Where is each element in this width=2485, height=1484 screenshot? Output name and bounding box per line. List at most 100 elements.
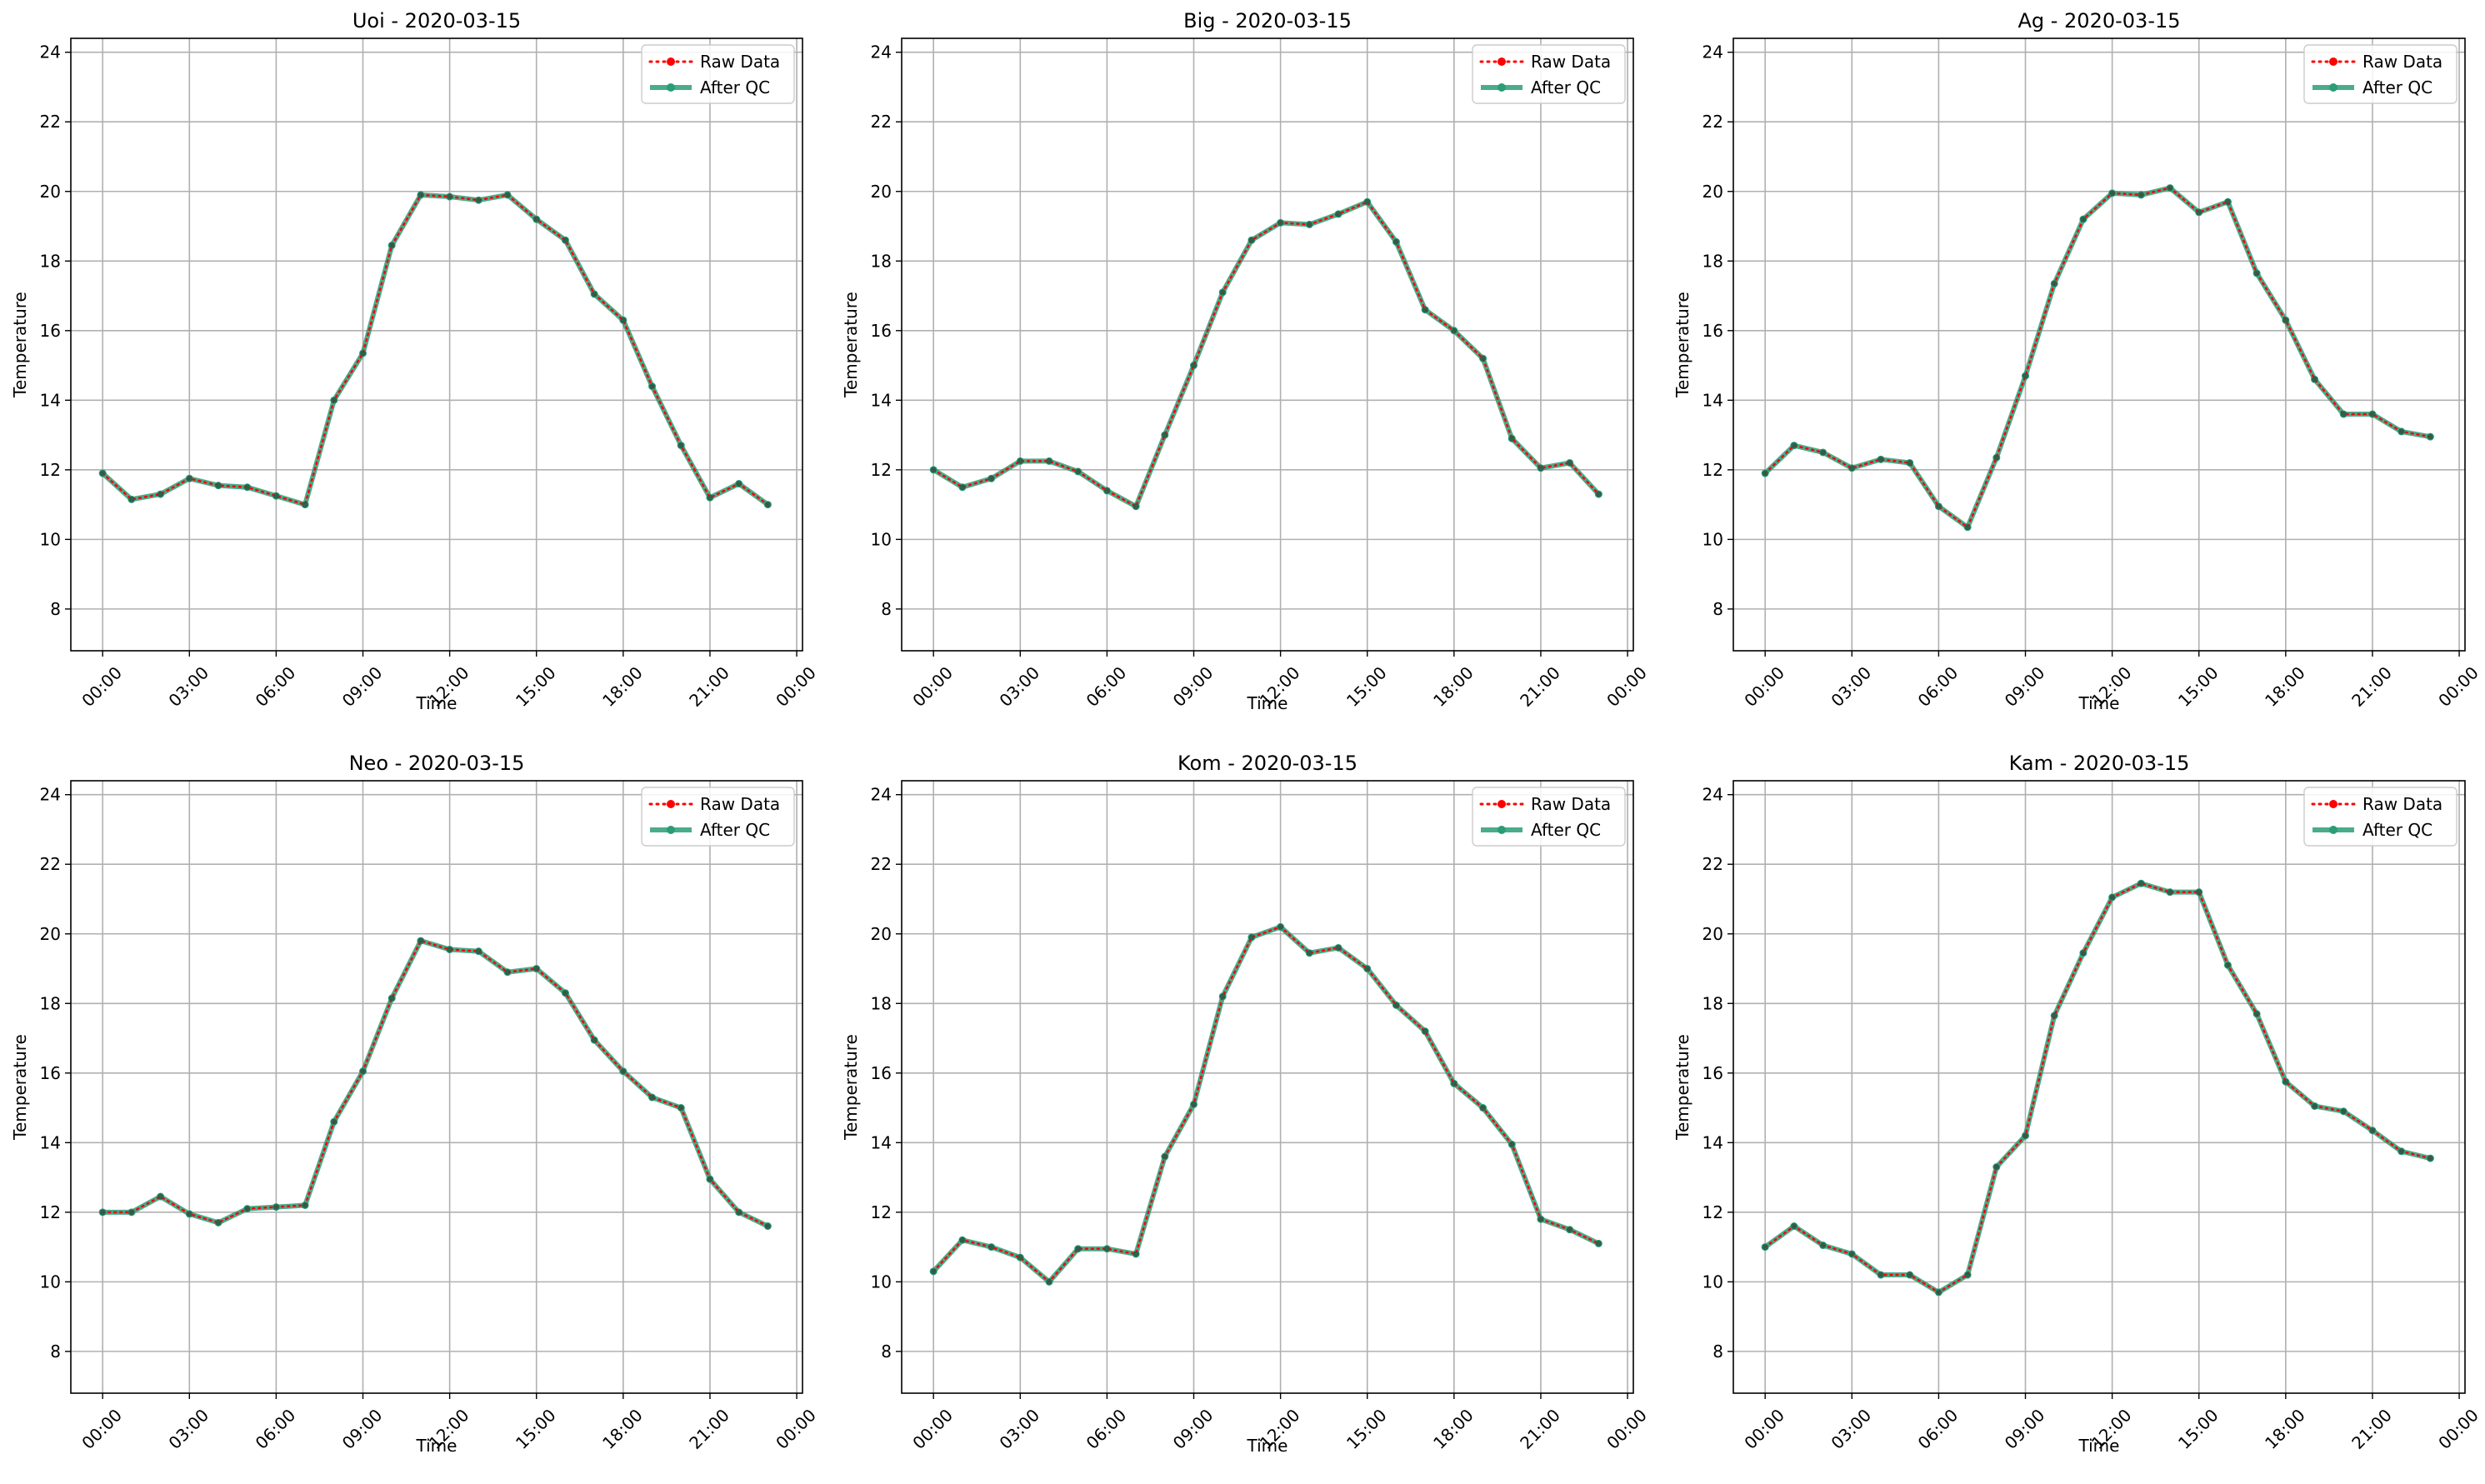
- x-axis-label: Time: [2078, 1436, 2120, 1456]
- raw-data-point: [2196, 889, 2202, 896]
- y-axis-label: Temperature: [1672, 1034, 1692, 1141]
- raw-data-point: [418, 937, 424, 944]
- raw-data-point: [959, 484, 966, 491]
- raw-data-point: [1508, 1141, 1515, 1147]
- raw-data-point: [2051, 280, 2058, 287]
- raw-data-point: [186, 1211, 192, 1217]
- legend-raw-marker: [1498, 57, 1506, 66]
- y-tick-label: 8: [1712, 1342, 1723, 1362]
- raw-data-point: [2109, 894, 2116, 901]
- raw-data-point: [649, 383, 656, 390]
- x-tick-label: 00:00: [1740, 1405, 1788, 1453]
- raw-data-point: [533, 966, 540, 972]
- raw-data-point: [244, 1206, 251, 1212]
- raw-data-point: [475, 197, 482, 203]
- x-tick-label: 00:00: [1602, 1405, 1651, 1453]
- raw-data-point: [736, 1209, 742, 1216]
- legend: Raw Data After QC: [2303, 787, 2458, 847]
- raw-data-point: [2253, 270, 2260, 277]
- raw-data-point: [1595, 1240, 1602, 1247]
- raw-data-point: [99, 470, 106, 477]
- raw-data-point: [1935, 503, 1942, 510]
- x-tick-label: 18:00: [598, 662, 647, 711]
- raw-data-point: [2427, 1155, 2433, 1162]
- raw-data-point: [1278, 923, 1284, 930]
- raw-data-point: [2224, 198, 2231, 205]
- grid: [902, 38, 1633, 651]
- legend-qc-marker: [2329, 826, 2338, 834]
- raw-data-point: [2369, 411, 2376, 417]
- raw-data-point: [2398, 428, 2405, 435]
- chart-title: Kam - 2020-03-15: [2009, 752, 2190, 775]
- y-tick-label: 8: [881, 1342, 892, 1362]
- raw-data-point: [1162, 1153, 1168, 1160]
- y-tick-label: 22: [871, 112, 892, 132]
- x-tick-label: 06:00: [252, 1405, 300, 1453]
- raw-data-point: [649, 1094, 656, 1101]
- x-tick-label: 21:00: [685, 662, 733, 711]
- raw-data-point: [360, 1068, 367, 1075]
- series-after-qc-line: [1762, 185, 2433, 530]
- raw-data-point: [1306, 950, 1312, 957]
- y-tick-label: 10: [40, 1272, 61, 1292]
- raw-data-point: [158, 1193, 164, 1200]
- legend-raw-marker: [2329, 57, 2338, 66]
- x-axis-label: Time: [2078, 693, 2120, 713]
- raw-data-point: [707, 494, 713, 501]
- raw-data-point: [1162, 432, 1168, 438]
- raw-data-point: [1907, 1272, 1913, 1278]
- axes-frame: [901, 780, 1634, 1394]
- legend: Raw Data After QC: [641, 787, 795, 847]
- raw-data-point: [1820, 1242, 1827, 1249]
- x-tick-label: 15:00: [2174, 1405, 2222, 1453]
- raw-data-point: [1480, 355, 1487, 362]
- x-tick-label: 09:00: [1169, 1405, 1218, 1453]
- raw-data-point: [1191, 362, 1198, 369]
- legend-raw-marker: [1498, 800, 1506, 808]
- y-tick-label: 22: [40, 854, 61, 874]
- legend-qc-marker: [667, 826, 675, 834]
- legend-raw-marker: [667, 800, 675, 808]
- x-tick-label: 00:00: [2434, 1405, 2482, 1453]
- legend: Raw Data After QC: [641, 44, 795, 104]
- grid: [902, 781, 1633, 1393]
- raw-data-point: [591, 291, 598, 297]
- chart-title: Uoi - 2020-03-15: [352, 9, 521, 32]
- raw-data-point: [158, 491, 164, 497]
- raw-data-point: [1364, 198, 1371, 205]
- raw-data-point: [1907, 459, 1913, 466]
- series-raw-data-line: [932, 200, 1600, 508]
- x-tick-label: 06:00: [1914, 1405, 1962, 1453]
- raw-data-point: [1392, 238, 1399, 245]
- raw-data-point: [128, 1209, 135, 1216]
- legend-qc-marker: [1498, 826, 1506, 834]
- y-tick-label: 12: [1702, 460, 1723, 480]
- y-tick-label: 18: [40, 251, 61, 271]
- raw-data-point: [2253, 1011, 2260, 1017]
- raw-data-point: [678, 442, 684, 449]
- raw-data-point: [1306, 221, 1312, 227]
- x-tick-label: 00:00: [908, 662, 957, 711]
- x-tick-label: 09:00: [2001, 662, 2049, 711]
- y-tick-label: 10: [1702, 529, 1723, 549]
- x-tick-label: 00:00: [908, 1405, 957, 1453]
- y-tick-label: 8: [50, 599, 61, 619]
- raw-data-point: [1248, 237, 1255, 243]
- x-tick-label: 21:00: [1516, 1405, 1564, 1453]
- raw-data-point: [447, 947, 453, 953]
- raw-data-point: [1103, 487, 1110, 494]
- raw-data-point: [620, 317, 627, 323]
- raw-data-point: [1567, 459, 1573, 466]
- x-tick-label: 09:00: [1169, 662, 1218, 711]
- x-tick-label: 03:00: [995, 662, 1043, 711]
- raw-data-point: [1451, 1080, 1458, 1087]
- series-raw-data-line: [1763, 187, 2432, 529]
- raw-data-point: [736, 481, 742, 487]
- raw-data-point: [1075, 1246, 1082, 1252]
- raw-data-point: [988, 1244, 995, 1251]
- raw-data-point: [1191, 1101, 1198, 1107]
- x-tick-label: 06:00: [1082, 662, 1131, 711]
